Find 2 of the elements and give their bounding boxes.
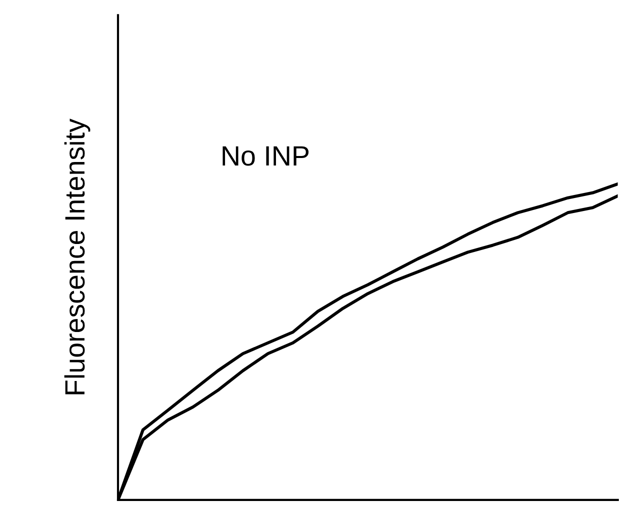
text: No INP bbox=[222, 146, 309, 166]
y-axis-title: Fluorescence Intensity bbox=[64, 118, 90, 394]
